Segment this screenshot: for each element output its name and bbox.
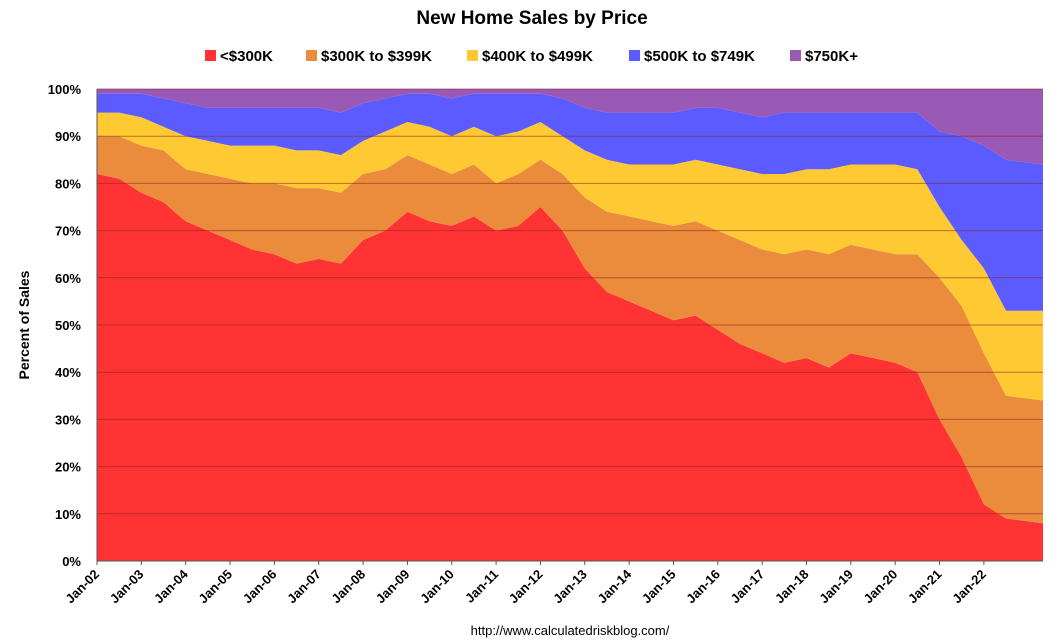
x-tick-label: Jan-03 bbox=[107, 567, 147, 607]
y-tick-label: 100% bbox=[48, 82, 82, 97]
legend-swatch-1 bbox=[205, 50, 216, 61]
x-tick-label: Jan-20 bbox=[861, 567, 901, 607]
area-series-4 bbox=[97, 93, 1043, 311]
y-tick-label: 0% bbox=[62, 554, 81, 569]
y-tick-label: 80% bbox=[55, 176, 81, 191]
y-tick-label: 10% bbox=[55, 507, 81, 522]
area-series-1 bbox=[97, 174, 1043, 561]
y-tick-label: 50% bbox=[55, 318, 81, 333]
x-axis-ticks: Jan-02 Jan-03 Jan-04 Jan-05 Jan-06 Jan-07 Jan-… bbox=[62, 561, 989, 606]
y-tick-label: 90% bbox=[55, 129, 81, 144]
x-tick-label: Jan-16 bbox=[683, 567, 723, 607]
x-tick-label: Jan-07 bbox=[284, 567, 324, 607]
area-series-3 bbox=[97, 112, 1043, 401]
x-tick-label: Jan-14 bbox=[595, 566, 635, 606]
x-tick-label: Jan-06 bbox=[240, 567, 280, 607]
legend-label-3: $400K to $499K bbox=[482, 48, 593, 65]
legend-swatch-4 bbox=[629, 50, 640, 61]
chart-title: New Home Sales by Price bbox=[416, 8, 647, 29]
source-url: http://www.calculatedriskblog.com/ bbox=[471, 623, 670, 638]
area-series-2 bbox=[97, 136, 1043, 524]
legend-swatch-5 bbox=[790, 50, 801, 61]
x-tick-label: Jan-11 bbox=[462, 567, 501, 606]
gridlines bbox=[97, 88, 1043, 515]
legend: <$300K $300K to $399K $400K to $499K $500K … bbox=[205, 48, 858, 65]
legend-label-2: $300K to $399K bbox=[321, 48, 432, 65]
x-tick-label: Jan-21 bbox=[905, 567, 945, 607]
legend-label-4: $500K to $749K bbox=[644, 48, 755, 65]
x-tick-label: Jan-15 bbox=[639, 567, 679, 607]
x-tick-label: Jan-10 bbox=[417, 567, 457, 607]
x-tick-label: Jan-22 bbox=[949, 567, 989, 607]
y-tick-label: 20% bbox=[55, 460, 81, 475]
area-series-5 bbox=[97, 89, 1043, 165]
legend-swatch-3 bbox=[467, 50, 478, 61]
x-tick-label: Jan-02 bbox=[62, 567, 102, 607]
x-tick-label: Jan-18 bbox=[772, 567, 812, 607]
y-tick-label: 60% bbox=[55, 271, 81, 286]
legend-label-5: $750K+ bbox=[805, 48, 858, 65]
x-tick-label: Jan-09 bbox=[373, 567, 413, 607]
x-tick-label: Jan-12 bbox=[506, 567, 546, 607]
x-tick-label: Jan-17 bbox=[728, 567, 768, 607]
legend-label-1: <$300K bbox=[220, 48, 273, 65]
y-tick-label: 70% bbox=[55, 224, 81, 239]
y-tick-label: 30% bbox=[55, 412, 81, 427]
x-tick-label: Jan-05 bbox=[195, 567, 235, 607]
x-tick-label: Jan-04 bbox=[151, 566, 191, 606]
stacked-areas bbox=[97, 89, 1043, 561]
x-tick-label: Jan-19 bbox=[816, 567, 856, 607]
y-axis-ticks: 0% 10% 20% 30% 40% 50% 60% 70% 80% 90% 100% bbox=[48, 82, 82, 569]
x-tick-label: Jan-13 bbox=[550, 567, 590, 607]
legend-swatch-2 bbox=[306, 50, 317, 61]
x-tick-label: Jan-08 bbox=[328, 567, 368, 607]
y-tick-label: 40% bbox=[55, 365, 81, 380]
y-axis-title: Percent of Sales bbox=[16, 270, 32, 379]
